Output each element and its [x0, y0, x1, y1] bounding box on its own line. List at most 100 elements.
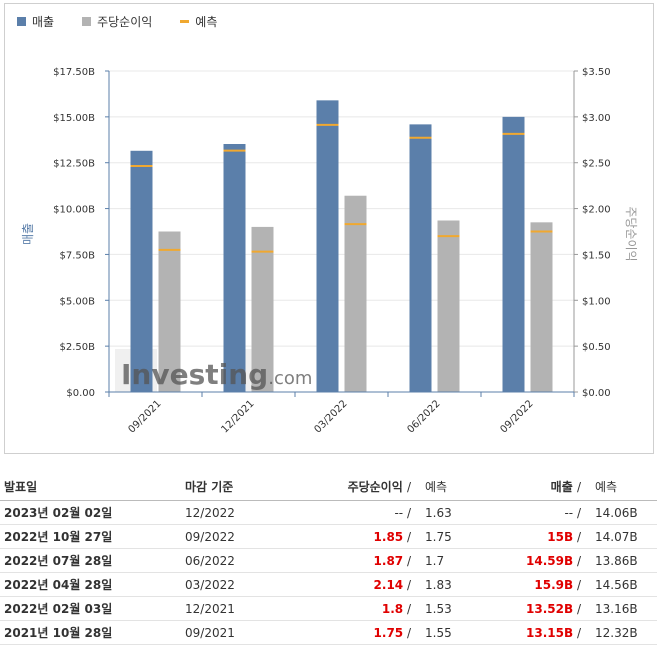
- cell-revenue: 13.52B /: [495, 602, 585, 616]
- legend-label-eps: 주당순이익: [97, 15, 153, 29]
- cell-eps-forecast-value: 1.83: [425, 577, 452, 592]
- cell-eps-slash: /: [403, 553, 411, 568]
- x-tick-label: 06/2022: [405, 398, 442, 435]
- eps-bar: [158, 231, 181, 392]
- cell-eps-slash: /: [403, 601, 411, 616]
- forecast-markers: [130, 123, 553, 253]
- left-tick-label: $12.50B: [53, 159, 95, 170]
- cell-eps-forecast-value: 1.53: [425, 601, 452, 616]
- right-tick-label: $1.00: [582, 296, 611, 307]
- watermark-word: Investing: [121, 358, 268, 391]
- cell-revenue-forecast: 14.56B: [585, 578, 655, 592]
- cell-revenue-forecast-value: 13.86B: [595, 553, 638, 568]
- left-tick-label: $7.50B: [60, 250, 96, 261]
- header-date[interactable]: 발표일: [4, 479, 38, 494]
- left-tick-label: $0.00: [66, 388, 95, 399]
- cell-revenue-forecast-value: 14.06B: [595, 505, 638, 520]
- cell-revenue-slash: /: [573, 601, 581, 616]
- revenue-bar: [502, 116, 525, 392]
- cell-revenue-value: --: [564, 505, 574, 520]
- cell-period-value: 06/2022: [185, 553, 235, 568]
- eps-bar: [251, 226, 274, 392]
- cell-period-value: 03/2022: [185, 577, 235, 592]
- legend-label-forecast: 예측: [195, 15, 218, 29]
- cell-eps: 1.87 /: [270, 554, 415, 568]
- cell-eps-value: 1.75: [373, 625, 404, 640]
- cell-revenue-value: 14.59B: [526, 553, 574, 568]
- cell-revenue: -- /: [495, 506, 585, 520]
- cell-revenue-slash: /: [573, 577, 581, 592]
- legend-item-forecast[interactable]: 예측: [180, 13, 217, 30]
- earnings-table: 발표일 마감 기준 주당순이익 / 예측 매출 / 예측 2023년 02월 0…: [0, 472, 657, 645]
- header-revenue[interactable]: 매출 /: [495, 478, 585, 495]
- table-row: 2023년 02월 02일 12/2022 -- / 1.63 -- / 14.06B: [0, 501, 657, 525]
- cell-eps-forecast-value: 1.7: [425, 553, 445, 568]
- cell-eps-forecast: 1.63: [415, 506, 495, 520]
- right-tick-label: $1.50: [582, 250, 611, 261]
- cell-revenue-value: 13.15B: [526, 625, 574, 640]
- cell-eps-forecast-value: 1.55: [425, 625, 452, 640]
- revenue-bar: [130, 150, 153, 392]
- header-revenue-label: 매출: [550, 479, 573, 494]
- right-tick-label: $2.50: [582, 159, 611, 170]
- cell-eps-value: 2.14: [373, 577, 404, 592]
- cell-revenue-slash: /: [573, 529, 581, 544]
- legend-item-eps[interactable]: 주당순이익: [82, 13, 152, 30]
- cell-date-value: 2022년 10월 27일: [4, 530, 113, 544]
- chart-panel: 매출 주당순이익 예측 $0.00 $0.00 $2.50B $0.50 $5.00B $…: [4, 3, 654, 454]
- cell-eps: -- /: [270, 506, 415, 520]
- cell-eps-value: --: [394, 505, 404, 520]
- eps-bar: [437, 220, 460, 392]
- table-body: 2023년 02월 02일 12/2022 -- /1.63 -- /14.06B 20…: [0, 501, 657, 645]
- header-eps-label: 주당순이익: [347, 479, 403, 494]
- cell-eps-value: 1.87: [373, 553, 404, 568]
- cell-revenue-slash: /: [573, 505, 581, 520]
- cell-eps-slash: /: [403, 625, 411, 640]
- header-eps-slash: /: [406, 479, 411, 494]
- cell-revenue-forecast: 13.86B: [585, 554, 655, 568]
- revenue-bar: [409, 124, 432, 392]
- header-eps-forecast[interactable]: 예측: [425, 479, 448, 494]
- cell-eps-forecast: 1.55: [415, 626, 495, 640]
- cell-revenue-value: 15.9B: [534, 577, 574, 592]
- left-tick-label: $15.00B: [53, 113, 95, 124]
- cell-revenue-forecast: 13.16B: [585, 602, 655, 616]
- cell-period-value: 12/2021: [185, 601, 235, 616]
- legend-swatch-eps: [82, 17, 92, 26]
- legend-label-revenue: 매출: [32, 15, 55, 29]
- cell-date-value: 2022년 07월 28일: [4, 554, 113, 568]
- cell-eps-forecast: 1.83: [415, 578, 495, 592]
- cell-eps-forecast: 1.7: [415, 554, 495, 568]
- table-row: 2022년 10월 27일 09/2022 1.85 / 1.75 15B / 14.07…: [0, 525, 657, 549]
- right-axis-title: 주당순이익: [624, 206, 638, 261]
- earnings-chart: $0.00 $0.00 $2.50B $0.50 $5.00B $1.00 $7.50B $1…: [21, 67, 638, 435]
- cell-revenue-forecast: 14.07B: [585, 530, 655, 544]
- right-tick-label: $3.00: [582, 113, 611, 124]
- x-tick-label: 09/2022: [498, 398, 535, 435]
- header-period[interactable]: 마감 기준: [185, 479, 234, 494]
- cell-period: 06/2022: [185, 554, 270, 568]
- cell-revenue-forecast-value: 14.07B: [595, 529, 638, 544]
- x-tick-label: 03/2022: [312, 398, 349, 435]
- cell-date: 2022년 02월 03일: [0, 600, 185, 617]
- right-tick-label: $2.00: [582, 205, 611, 216]
- watermark-suffix: .com: [268, 368, 312, 389]
- table-row: 2022년 04월 28일 03/2022 2.14 / 1.83 15.9B / 14.…: [0, 573, 657, 597]
- cell-revenue-forecast: 14.06B: [585, 506, 655, 520]
- cell-period-value: 12/2022: [185, 505, 235, 520]
- cell-revenue-forecast: 12.32B: [585, 626, 655, 640]
- table-row: 2021년 10월 28일 09/2021 1.75 / 1.55 13.15B / 12…: [0, 621, 657, 645]
- cell-date: 2021년 10월 28일: [0, 624, 185, 641]
- header-revenue-forecast[interactable]: 예측: [595, 479, 618, 494]
- cell-eps: 1.85 /: [270, 530, 415, 544]
- header-revenue-slash: /: [576, 479, 581, 494]
- cell-revenue-forecast-value: 14.56B: [595, 577, 638, 592]
- cell-period: 12/2021: [185, 602, 270, 616]
- cell-period: 03/2022: [185, 578, 270, 592]
- cell-date: 2022년 10월 27일: [0, 528, 185, 545]
- watermark-logo: Investing.com: [121, 358, 312, 391]
- header-eps[interactable]: 주당순이익 /: [270, 478, 415, 495]
- bars: [130, 100, 553, 392]
- cell-revenue: 15B /: [495, 530, 585, 544]
- legend-item-revenue[interactable]: 매출: [17, 13, 54, 30]
